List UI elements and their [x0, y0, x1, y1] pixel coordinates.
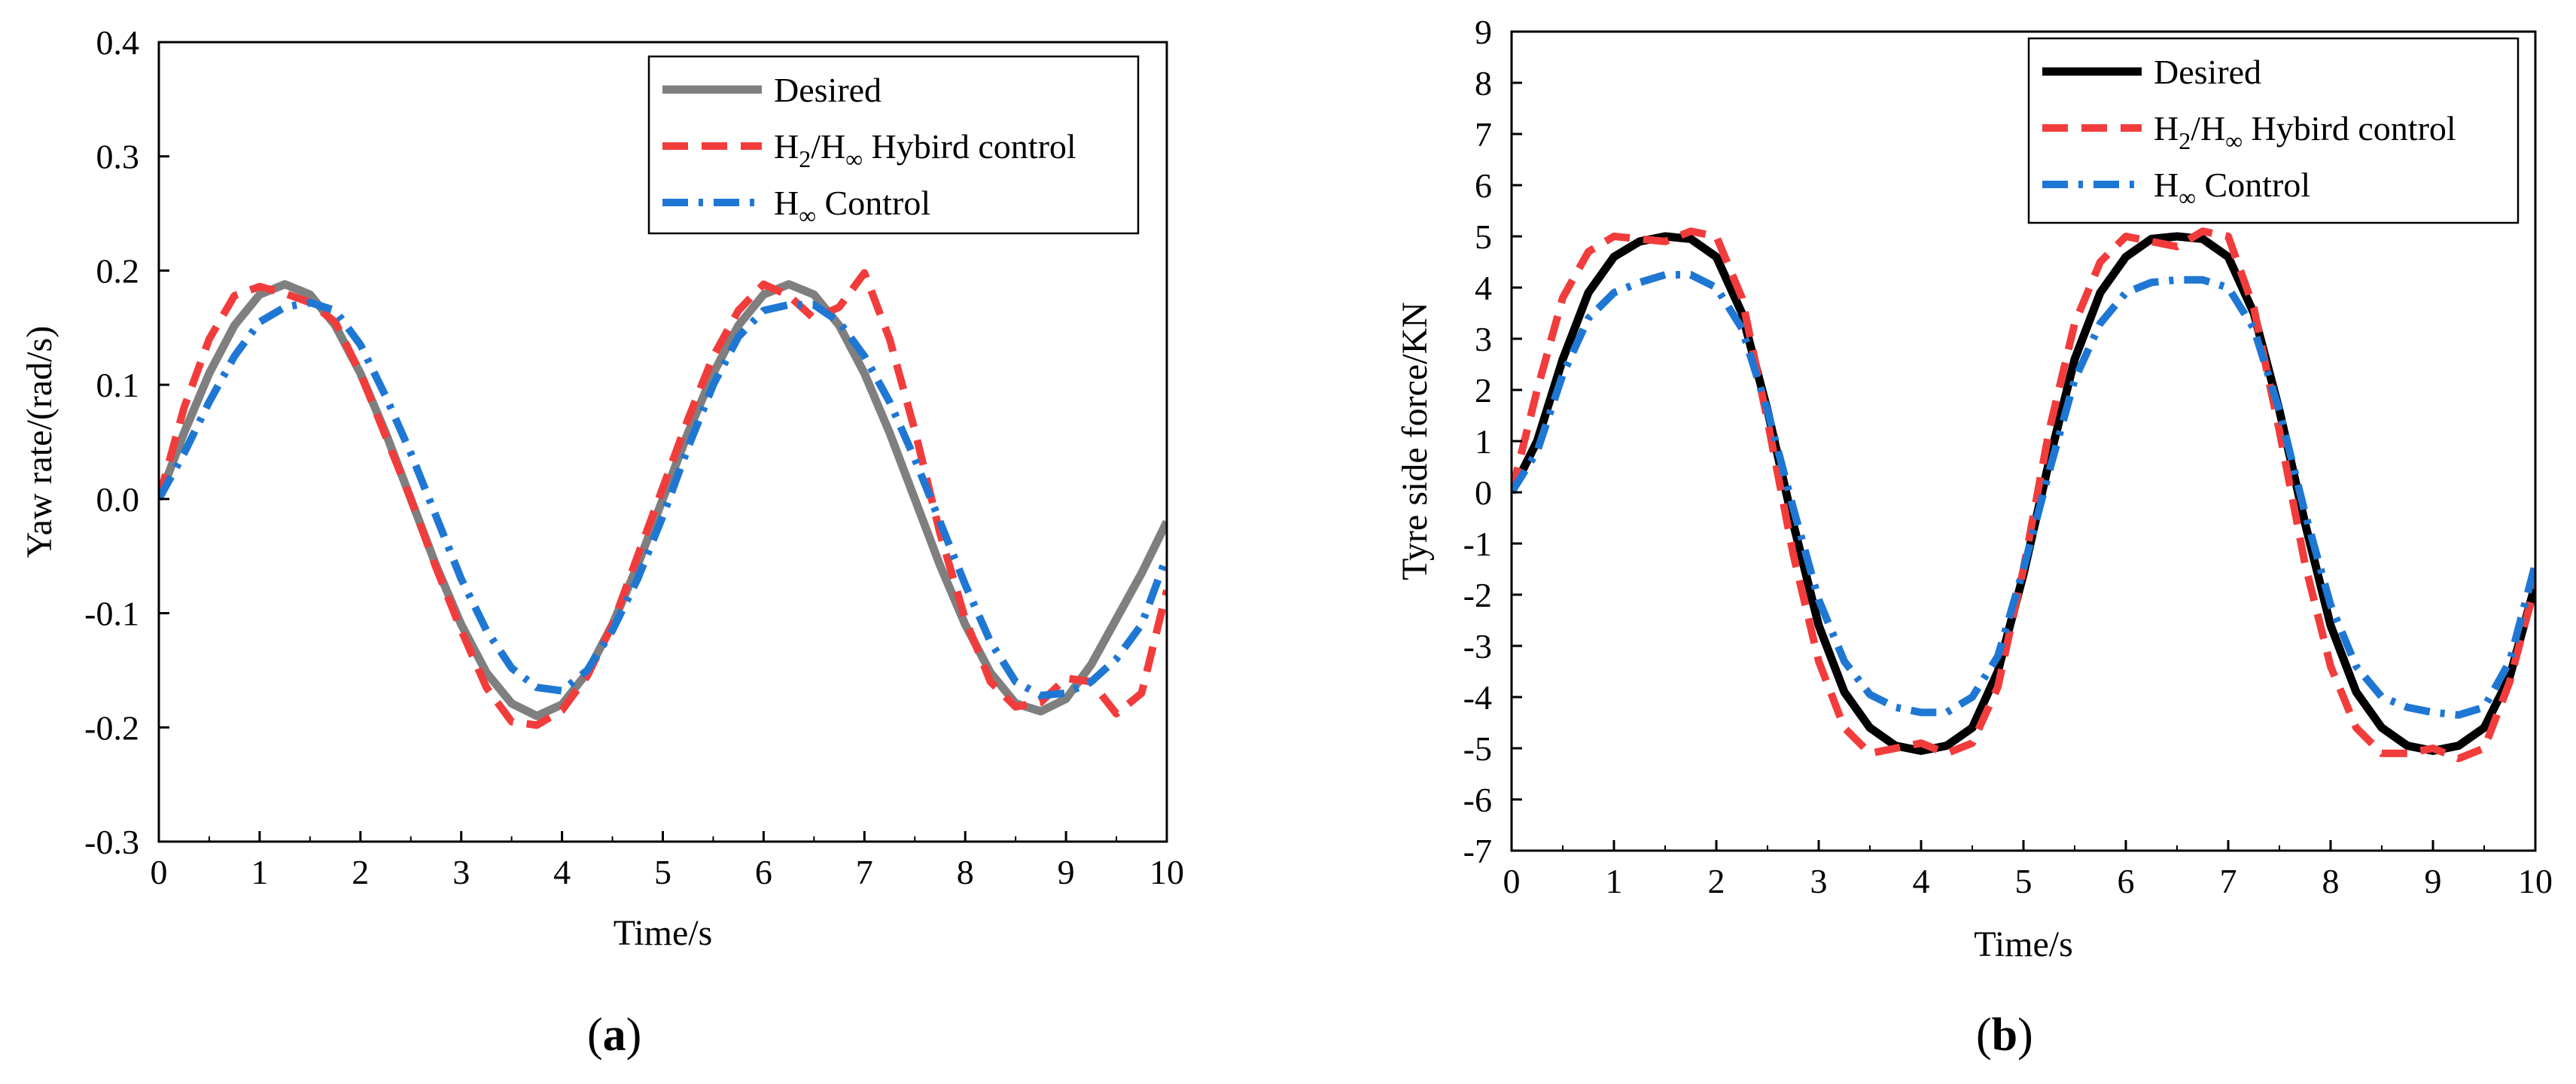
- y-tick-label: -5: [1463, 729, 1492, 768]
- y-axis-label: Yaw rate/(rad/s): [20, 326, 59, 558]
- x-axis-label: Time/s: [614, 913, 713, 953]
- x-axis-label: Time/s: [1974, 924, 2073, 964]
- x-tick-label: 10: [2518, 862, 2553, 900]
- x-tick-label: 4: [1913, 862, 1930, 900]
- y-tick-label: 7: [1475, 115, 1492, 154]
- legend-label-1: H2/H∞ Hybird control: [774, 127, 1076, 172]
- y-tick-label: 1: [1475, 422, 1492, 461]
- series-line-h2-h-hybird-control: [159, 269, 1167, 729]
- x-tick-label: 5: [2015, 862, 2032, 900]
- x-tick-label: 1: [1606, 862, 1623, 900]
- y-tick-label: 9: [1475, 13, 1492, 51]
- series-line-h-control: [159, 298, 1167, 699]
- y-tick-label: 0: [1475, 473, 1492, 512]
- series-line-h2-h-hybird-control: [1512, 227, 2535, 763]
- y-tick-label: -3: [1463, 627, 1492, 665]
- x-tick-label: 9: [2425, 862, 2442, 900]
- y-tick-label: -0.3: [84, 823, 139, 861]
- x-tick-label: 0: [1503, 862, 1521, 900]
- legend-label-0: Desired: [774, 71, 882, 109]
- legend-label-1: H2/H∞ Hybird control: [2154, 109, 2456, 154]
- legend: Desired H2/H∞ Hybird control H∞ Control: [647, 55, 1140, 235]
- y-tick-label: 4: [1475, 269, 1492, 307]
- chart-panel-a: 0 1 2 3 4 5 6 7 8 9 10 -0.3 -0.2 -0.1 0.0 0.1 0.2 0.3 0.4 T…: [20, 23, 1184, 1061]
- y-tick-label: 0.2: [96, 251, 140, 290]
- legend: Desired H2/H∞ Hybird control H∞ Control: [2027, 37, 2520, 224]
- y-tick-label: -1: [1463, 525, 1492, 563]
- x-tick-label: 2: [352, 853, 369, 891]
- x-tick-label: 0: [151, 853, 168, 891]
- legend-label-2: H∞ Control: [2154, 166, 2310, 211]
- panel-label: (a): [587, 1009, 641, 1061]
- y-tick-label: 6: [1475, 166, 1492, 205]
- y-tick-label: 3: [1475, 320, 1492, 358]
- x-tick-label: 5: [654, 853, 671, 891]
- y-tick-label: 8: [1475, 64, 1492, 102]
- x-tick-label: 8: [2322, 862, 2340, 900]
- y-tick-label: 2: [1475, 371, 1492, 410]
- y-tick-label: 0.4: [96, 23, 140, 62]
- x-tick-label: 6: [2118, 862, 2135, 900]
- y-tick-label: 5: [1475, 218, 1492, 256]
- x-tick-label: 4: [553, 853, 571, 891]
- y-tick-label: -6: [1463, 781, 1492, 819]
- x-tick-label: 3: [452, 853, 470, 891]
- y-tick-label: -0.2: [84, 708, 139, 747]
- y-tick-label: -7: [1463, 832, 1492, 870]
- y-tick-label: -4: [1463, 678, 1492, 717]
- y-axis-label: Tyre side force/KN: [1395, 302, 1435, 580]
- x-tick-label: 9: [1058, 853, 1075, 891]
- x-tick-label: 1: [251, 853, 268, 891]
- legend-label-2: H∞ Control: [774, 184, 930, 229]
- chart-panel-b: 0 1 2 3 4 5 6 7 8 9 10 -7 -6 -5 -4 -3 -2 -1 0 1 2 3 4 5 6 7 8 9 Time…: [1395, 13, 2553, 1061]
- x-tick-label: 7: [856, 853, 873, 891]
- x-tick-label: 2: [1708, 862, 1725, 900]
- x-tick-label: 3: [1810, 862, 1828, 900]
- x-tick-label: 10: [1149, 853, 1184, 891]
- y-tick-label: -0.1: [84, 595, 139, 633]
- y-tick-label: -2: [1463, 576, 1492, 614]
- x-tick-label: 7: [2220, 862, 2237, 900]
- y-tick-label: 0.1: [96, 366, 140, 404]
- x-tick-label: 8: [957, 853, 974, 891]
- y-tick-label: 0.0: [96, 480, 140, 519]
- x-tick-label: 6: [755, 853, 772, 891]
- panel-label: (b): [1976, 1009, 2033, 1061]
- y-tick-label: 0.3: [96, 138, 140, 176]
- legend-label-0: Desired: [2154, 53, 2261, 91]
